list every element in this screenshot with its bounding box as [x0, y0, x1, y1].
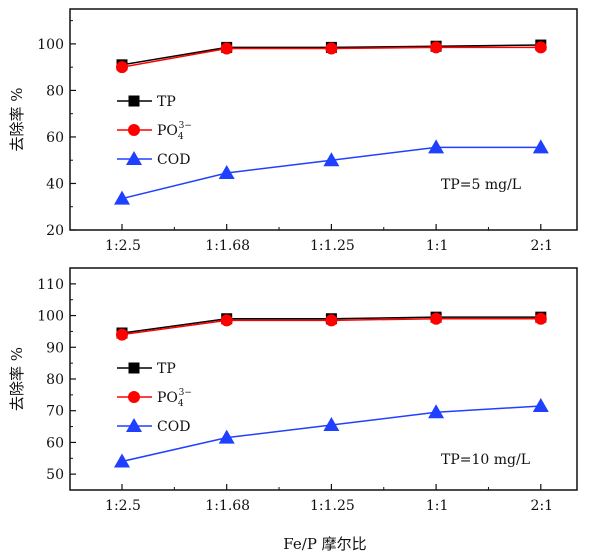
y-tick-label: 50	[46, 467, 64, 483]
data-point-triangle	[218, 429, 235, 444]
legend-marker-triangle	[126, 418, 142, 432]
y-axis-label: 去除率 %	[8, 87, 26, 151]
legend-label: COD	[157, 419, 190, 435]
data-point-circle	[325, 42, 338, 55]
legend-label: TP	[157, 361, 176, 377]
legend-marker-triangle	[126, 151, 142, 165]
data-point-circle	[534, 41, 547, 54]
data-point-circle	[116, 61, 128, 74]
y-tick-label: 40	[46, 176, 64, 192]
y-tick-label: 20	[46, 223, 64, 239]
legend-label: PO43−	[157, 121, 192, 142]
data-point-circle	[220, 314, 233, 327]
data-point-triangle	[532, 139, 549, 154]
condition-annotation: TP=10 mg/L	[441, 452, 530, 468]
x-tick-label: 1:1	[426, 238, 449, 254]
legend-marker-circle	[128, 124, 140, 136]
data-point-circle	[534, 312, 547, 325]
data-point-circle	[430, 41, 443, 54]
panel-bottom: 50 60 70 80 90 100 110 1:2.5 1:1.68 1:1.25 1:1 2:1 去…	[8, 267, 578, 514]
x-tick-label: 2:1	[531, 498, 554, 514]
legend-marker-circle	[128, 391, 140, 403]
x-tick-label: 1:1.25	[310, 238, 355, 254]
legend-label: TP	[157, 94, 176, 110]
x-tick-label: 1:2.5	[105, 238, 141, 254]
data-point-triangle	[428, 139, 445, 154]
x-axis-label: Fe/P 摩尔比	[283, 535, 366, 553]
y-tick-label: 70	[46, 404, 64, 420]
data-point-triangle	[428, 404, 445, 419]
data-point-triangle	[323, 152, 340, 167]
y-tick-label: 90	[46, 340, 64, 356]
legend-marker-square	[128, 95, 140, 107]
legend-marker-square	[128, 362, 140, 374]
y-tick-label: 110	[37, 277, 64, 293]
y-tick-label: 80	[46, 372, 64, 388]
condition-annotation: TP=5 mg/L	[441, 177, 521, 193]
x-tick-label: 2:1	[531, 238, 554, 254]
x-tick-label: 1:2.5	[105, 498, 141, 514]
data-point-triangle	[114, 453, 130, 468]
y-tick-label: 100	[37, 309, 64, 325]
data-point-triangle	[323, 416, 340, 431]
data-point-triangle	[218, 165, 235, 180]
y-tick-label: 100	[37, 37, 64, 53]
data-point-circle	[220, 42, 233, 55]
y-tick-label: 60	[46, 435, 64, 451]
data-point-triangle	[532, 397, 549, 412]
data-point-circle	[116, 328, 128, 341]
legend-label: PO43−	[157, 388, 192, 409]
x-tick-label: 1:1.68	[205, 238, 250, 254]
y-tick-label: 80	[46, 83, 64, 99]
legend-label: COD	[157, 152, 190, 168]
y-tick-label: 60	[46, 130, 64, 146]
data-point-circle	[325, 314, 338, 327]
x-tick-label: 1:1.25	[310, 498, 355, 514]
x-tick-label: 1:1.68	[205, 498, 250, 514]
plot-frame	[69, 8, 578, 231]
data-point-triangle	[114, 190, 130, 205]
panel-top: 20 40 60 80 100 1:2.5 1:1.68 1:1.25 1:1 2:1 去除率 % T…	[8, 8, 578, 254]
data-point-circle	[430, 312, 443, 325]
x-tick-label: 1:1	[426, 498, 449, 514]
y-axis-label: 去除率 %	[8, 347, 26, 411]
